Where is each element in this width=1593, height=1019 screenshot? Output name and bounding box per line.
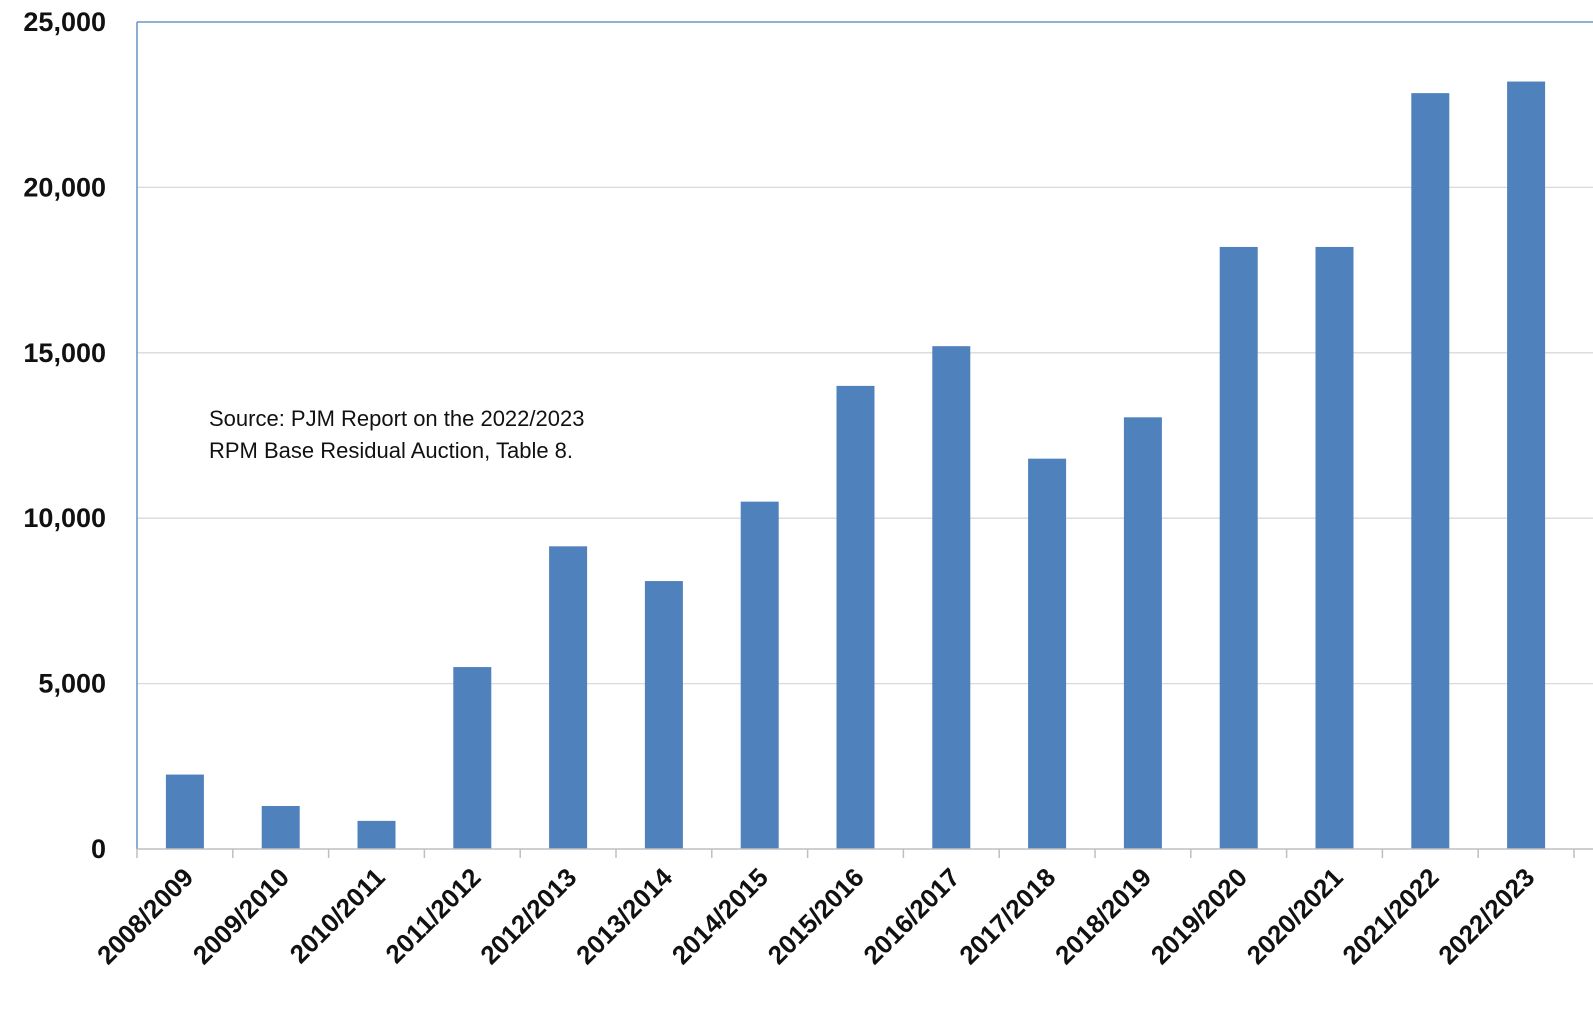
- bar-2014-2015: [740, 501, 779, 849]
- bar-2013-2014: [644, 581, 683, 849]
- x-tick-label: 2015/2016: [762, 862, 870, 970]
- bars: [165, 81, 1546, 850]
- x-tick-label: 2011/2012: [379, 862, 486, 969]
- x-tick-label: 2016/2017: [857, 862, 965, 970]
- x-axis-tick-labels: 2008/20092009/20102010/20112011/20122012…: [91, 862, 1540, 971]
- bar-2009-2010: [261, 805, 300, 849]
- bar-2008-2009: [165, 774, 204, 849]
- x-tick-label: 2018/2019: [1049, 862, 1157, 970]
- x-tick-label: 2020/2021: [1241, 862, 1349, 970]
- x-tick-label: 2017/2018: [953, 862, 1061, 970]
- source-note-line-2: RPM Base Residual Auction, Table 8.: [209, 438, 573, 463]
- x-tick-label: 2021/2022: [1336, 862, 1444, 970]
- y-tick-label: 15,000: [23, 338, 106, 368]
- bar-2010-2011: [357, 820, 396, 849]
- bar-2017-2018: [1028, 458, 1067, 849]
- bar-2016-2017: [932, 346, 971, 849]
- x-tick-label: 2010/2011: [284, 862, 391, 969]
- x-tick-label: 2019/2020: [1145, 862, 1253, 970]
- bar-2015-2016: [836, 385, 875, 849]
- y-tick-label: 0: [91, 834, 106, 864]
- x-tick-label: 2022/2023: [1432, 862, 1540, 970]
- y-axis-ticks: 0 5,000 10,000 15,000 20,000 25,000: [23, 7, 106, 864]
- x-tick-label: 2009/2010: [187, 862, 295, 970]
- bar-2021-2022: [1411, 93, 1450, 849]
- bar-2011-2012: [453, 667, 492, 849]
- x-tick-label: 2008/2009: [91, 862, 199, 970]
- bar-2012-2013: [549, 546, 588, 849]
- source-note-line-1: Source: PJM Report on the 2022/2023: [209, 406, 584, 431]
- x-tick-label: 2012/2013: [474, 862, 582, 970]
- y-tick-label: 5,000: [38, 669, 106, 699]
- bar-2018-2019: [1123, 417, 1162, 849]
- bar-2022-2023: [1507, 81, 1546, 849]
- x-axis: [136, 848, 1593, 858]
- x-tick-label: 2014/2015: [666, 862, 774, 970]
- y-tick-label: 10,000: [23, 503, 106, 533]
- y-tick-label: 20,000: [23, 172, 106, 202]
- bar-2019-2020: [1219, 246, 1258, 850]
- bar-2020-2021: [1315, 246, 1354, 850]
- x-tick-label: 2013/2014: [570, 862, 679, 971]
- y-tick-label: 25,000: [23, 7, 106, 37]
